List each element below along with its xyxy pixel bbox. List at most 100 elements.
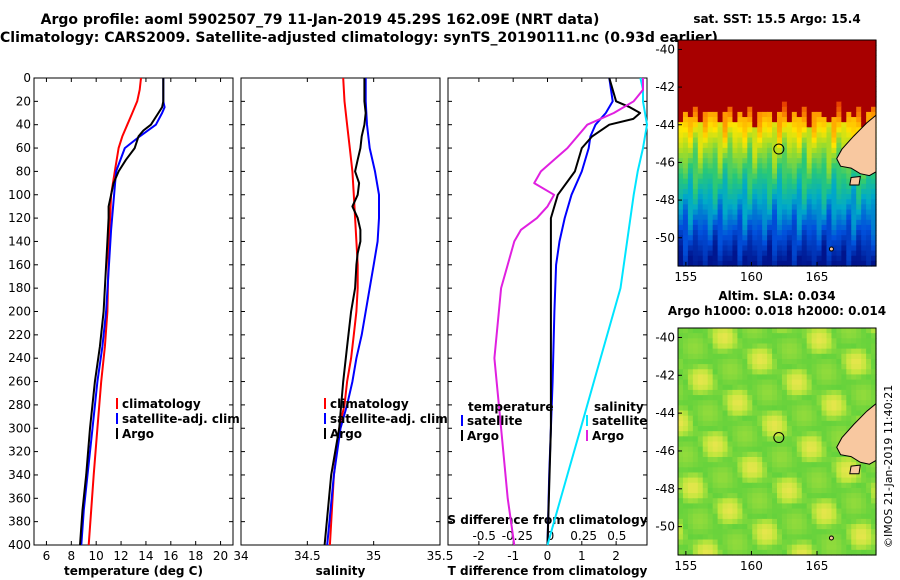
map-cell (856, 513, 862, 520)
map-cell (826, 65, 833, 72)
map-cell (851, 194, 857, 200)
map-cell (692, 117, 699, 123)
map-cell (861, 518, 867, 525)
difference-xtick-label: 1 (578, 549, 586, 563)
map-cell (866, 493, 872, 499)
map-cell (811, 493, 818, 499)
map-cell (742, 168, 748, 175)
map-cell (826, 328, 833, 334)
map-cell (702, 369, 709, 376)
map-cell (692, 472, 699, 479)
map-cell (702, 101, 709, 108)
map-cell (826, 477, 833, 484)
map-cell (712, 534, 719, 541)
map-cell (801, 132, 808, 139)
map-cell (786, 338, 793, 345)
map-cell (791, 153, 798, 159)
map-cell (727, 544, 734, 551)
map-cell (707, 415, 714, 422)
map-cell (747, 163, 753, 170)
map-cell (767, 96, 773, 103)
map-cell (821, 214, 828, 221)
map-cell (816, 534, 823, 541)
map-cell (732, 96, 738, 103)
map-cell (866, 328, 872, 334)
map-cell (732, 477, 738, 484)
map-cell (717, 539, 724, 546)
map-cell (692, 127, 699, 134)
map-cell (697, 384, 704, 391)
map-cell (801, 482, 808, 489)
map-cell (786, 101, 793, 108)
map-cell (846, 358, 852, 365)
map-cell (861, 178, 867, 185)
map-cell (856, 477, 862, 484)
map-cell (816, 379, 823, 386)
map-cell (786, 477, 793, 484)
map-cell (732, 544, 738, 551)
map-cell (722, 482, 729, 489)
map-cell (786, 81, 793, 87)
map-cell (851, 477, 857, 484)
map-cell (821, 96, 828, 103)
map-cell (786, 384, 793, 391)
map-cell (841, 142, 847, 149)
map-cell (841, 462, 847, 468)
map-cell (781, 70, 788, 77)
map-cell (841, 426, 847, 432)
map-cell (781, 477, 788, 484)
map-cell (772, 50, 778, 57)
map-cell (846, 389, 852, 396)
map-cell (777, 214, 783, 221)
map-cell (697, 498, 704, 505)
map-cell (742, 436, 748, 443)
map-cell (697, 245, 704, 252)
map-cell (747, 240, 753, 247)
map-cell (747, 395, 753, 401)
map-cell (851, 127, 857, 134)
map-cell (811, 529, 818, 535)
map-cell (762, 224, 768, 231)
map-cell (846, 524, 852, 530)
map-cell (806, 45, 813, 51)
map-cell (831, 379, 837, 386)
map-cell (831, 451, 837, 458)
map-cell (737, 472, 743, 479)
map-cell (742, 55, 748, 62)
map-cell (806, 188, 813, 195)
map-cell (717, 436, 724, 443)
map-cell (801, 328, 808, 334)
map-cell (781, 224, 788, 231)
map-cell (717, 60, 724, 67)
map-cell (861, 60, 867, 67)
map-cell (772, 420, 778, 427)
map-cell (722, 240, 729, 247)
map-cell (851, 224, 857, 231)
map-cell (772, 426, 778, 432)
map-cell (772, 70, 778, 77)
map-cell (811, 513, 818, 520)
salinity-series-argo (323, 78, 367, 546)
map-cell (777, 400, 783, 406)
map-cell (727, 374, 734, 381)
map-cell (692, 379, 699, 386)
map-cell (707, 75, 714, 82)
map-cell (682, 163, 689, 170)
map-cell (821, 415, 828, 422)
map-cell (707, 188, 714, 195)
map-cell (801, 188, 808, 195)
map-cell (816, 333, 823, 339)
map-cell (866, 173, 872, 180)
map-cell (678, 549, 684, 556)
map-cell (767, 513, 773, 520)
map-cell (772, 343, 778, 350)
map-cell (806, 524, 813, 530)
map-cell (831, 539, 837, 546)
map-cell (707, 255, 714, 262)
map-cell (722, 518, 729, 525)
map-cell (722, 503, 729, 510)
map-cell (851, 364, 857, 370)
map-cell (791, 132, 798, 139)
map-cell (757, 400, 763, 406)
map-cell (737, 513, 743, 520)
